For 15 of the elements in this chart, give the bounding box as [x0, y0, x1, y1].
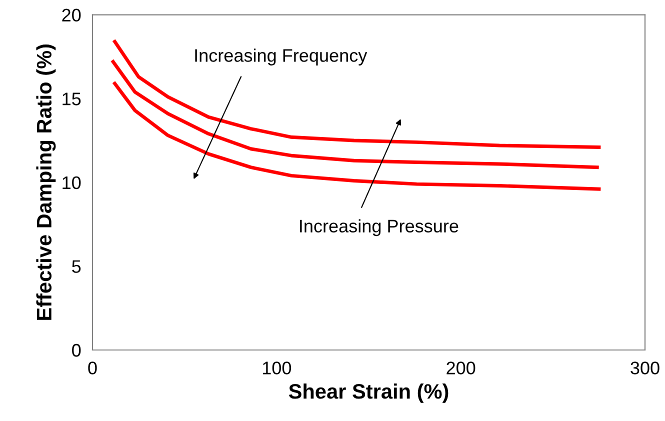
y-tick-label: 20 — [62, 8, 81, 22]
x-tick-label: 0 — [88, 362, 97, 374]
y-tick-label: 5 — [72, 260, 81, 273]
annotation: Increasing Pressure — [300, 219, 458, 236]
y-tick-label: 0 — [72, 344, 81, 357]
y-tick-label: 15 — [62, 92, 81, 106]
y-axis-title: Effective Damping Ratio (%) — [36, 44, 56, 320]
line-series — [113, 82, 601, 191]
y-tick-label: 10 — [62, 176, 81, 190]
x-tick-label: 300 — [630, 362, 660, 374]
annotation: Increasing Frequency — [195, 48, 368, 66]
x-axis-title: Shear Strain (%) — [288, 384, 448, 403]
x-tick-label: 100 — [262, 362, 292, 374]
line-series — [113, 40, 601, 149]
x-tick-label: 200 — [446, 362, 476, 374]
